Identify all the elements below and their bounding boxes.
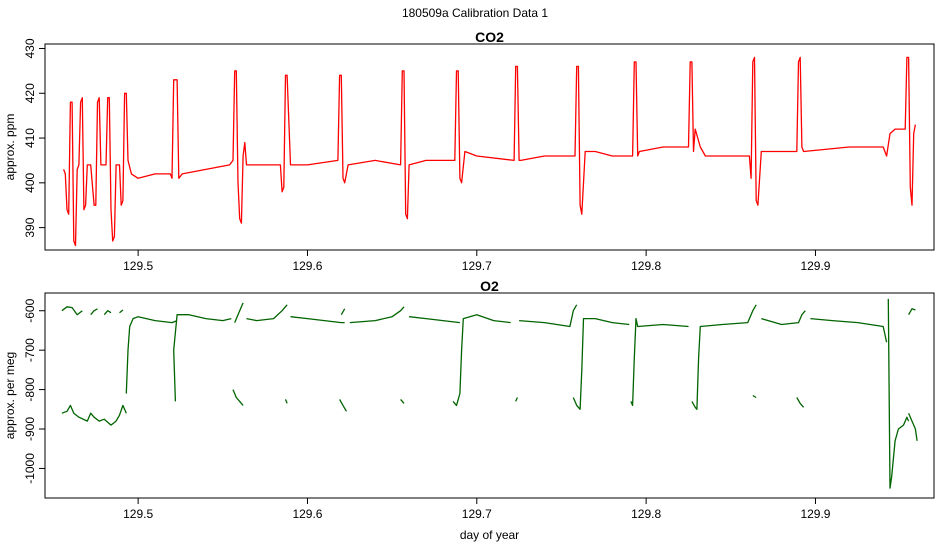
o2-y-tick-label: -1000: [23, 453, 37, 484]
o2-series-line: [519, 304, 578, 328]
co2-x-tick-label: 129.5: [123, 259, 153, 273]
o2-series-line: [90, 308, 98, 316]
co2-chart-title: CO2: [475, 29, 504, 45]
o2-series-line: [630, 317, 689, 407]
o2-y-tick-label: -900: [23, 417, 37, 441]
co2-x-tick-label: 129.7: [462, 259, 492, 273]
o2-series-line: [232, 389, 244, 406]
o2-series-line: [125, 316, 178, 394]
o2-series-line: [761, 310, 806, 326]
o2-series-line: [515, 397, 518, 402]
o2-series-line: [61, 404, 127, 426]
o2-x-tick-label: 129.9: [800, 507, 830, 521]
o2-series-line: [691, 304, 757, 410]
co2-y-axis-title: approx. ppm: [3, 114, 17, 181]
o2-series-line: [400, 398, 405, 404]
co2-y-tick-label: 430: [23, 38, 37, 58]
o2-y-tick-label: -600: [23, 298, 37, 322]
o2-series-line: [796, 397, 805, 408]
co2-plot-frame: [44, 43, 935, 251]
co2-y-tick-label: 410: [23, 128, 37, 148]
o2-y-tick-label: -700: [23, 338, 37, 362]
o2-x-axis-title: day of year: [460, 528, 519, 542]
o2-series-line: [290, 316, 345, 324]
o2-series-line: [752, 394, 757, 399]
o2-series-line: [349, 306, 405, 324]
o2-series-line: [61, 306, 83, 316]
o2-series-line: [572, 317, 630, 410]
co2-y-tick-label: 420: [23, 83, 37, 103]
co2-x-tick-label: 129.8: [631, 259, 661, 273]
o2-series-line: [246, 304, 288, 322]
o2-series-line: [119, 309, 124, 314]
o2-series-line: [452, 314, 511, 407]
co2-y-tick-label: 390: [23, 217, 37, 237]
o2-plot-frame: [44, 292, 935, 499]
page-title: 180509a Calibration Data 1: [401, 6, 549, 20]
o2-series-line: [173, 314, 232, 402]
co2-y-tick-label: 400: [23, 172, 37, 192]
o2-series-line: [887, 298, 910, 489]
o2-series-line: [340, 308, 346, 316]
o2-series-line: [339, 399, 347, 412]
co2-series-line: [62, 56, 917, 247]
o2-series-line: [103, 310, 112, 316]
o2-x-tick-label: 129.8: [631, 507, 661, 521]
o2-y-tick-label: -800: [23, 377, 37, 401]
o2-series-line: [810, 317, 888, 343]
o2-x-tick-label: 129.5: [123, 507, 153, 521]
o2-series-line: [908, 412, 918, 441]
o2-x-tick-label: 129.6: [292, 507, 322, 521]
co2-x-tick-label: 129.9: [800, 259, 830, 273]
o2-series-line: [234, 302, 244, 323]
o2-y-axis-title: approx. per meg: [3, 352, 17, 439]
o2-series-line: [908, 308, 916, 316]
co2-x-tick-label: 129.6: [292, 259, 322, 273]
o2-series-line: [284, 399, 288, 404]
o2-series-line: [409, 316, 460, 324]
o2-x-tick-label: 129.7: [462, 507, 492, 521]
o2-chart-title: O2: [480, 278, 499, 294]
